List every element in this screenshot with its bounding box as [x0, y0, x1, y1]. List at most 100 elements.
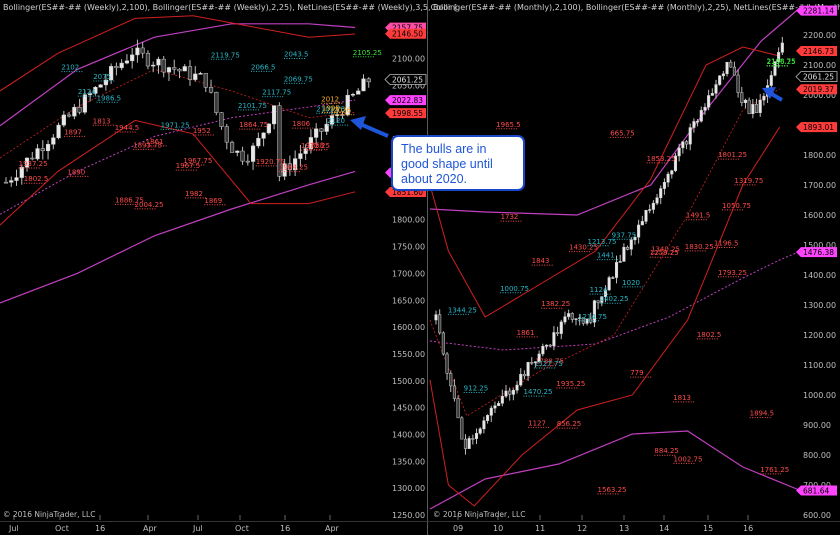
- candle: [500, 395, 504, 404]
- level-label: 2066.5: [251, 63, 276, 71]
- y-tick-label: 1800.00: [803, 151, 836, 160]
- candle: [256, 138, 261, 147]
- y-tick-label: 1700.00: [803, 181, 836, 190]
- price-tag-label: 2146.50: [392, 30, 423, 39]
- x-tick-label: 11: [535, 524, 545, 533]
- candle: [114, 66, 119, 69]
- candle: [56, 124, 61, 139]
- level-label: 2105.25: [353, 49, 382, 57]
- level-label: 1890: [67, 168, 85, 176]
- candle: [35, 148, 40, 160]
- candle: [596, 300, 600, 303]
- candle: [603, 289, 608, 297]
- candle: [356, 90, 361, 95]
- candle: [773, 61, 777, 76]
- level-label: 1868: [306, 141, 324, 149]
- candle: [699, 110, 703, 122]
- level-label: 1982: [185, 190, 203, 198]
- x-tick-label: 16: [95, 524, 105, 533]
- candle: [758, 99, 762, 113]
- candle: [751, 104, 755, 114]
- candle: [614, 262, 619, 278]
- candle: [182, 66, 187, 72]
- candle: [736, 74, 740, 93]
- candle: [366, 78, 371, 83]
- level-label: 937.75: [612, 231, 637, 239]
- candle: [533, 361, 538, 364]
- candle: [710, 93, 714, 96]
- candle: [329, 115, 335, 125]
- level-label: 2103.75: [316, 105, 345, 113]
- candle: [570, 313, 574, 320]
- x-tick-label: Apr: [325, 524, 340, 533]
- candle: [747, 99, 751, 114]
- bollinger-100-lower: [429, 430, 799, 510]
- candle: [655, 197, 659, 204]
- candle: [308, 137, 314, 149]
- level-label: 2102: [61, 64, 79, 72]
- candle: [177, 68, 182, 72]
- y-tick-label: 1200.00: [803, 331, 836, 340]
- y-tick-label: 1300.00: [392, 484, 425, 493]
- level-label: 1563.25: [598, 486, 627, 494]
- price-tag-label: 1476.38: [803, 248, 834, 257]
- level-label: 1861: [146, 138, 164, 146]
- price-tag: [385, 28, 426, 39]
- y-tick-label: 600.00: [803, 511, 831, 520]
- level-label: 1802.5: [697, 331, 722, 339]
- candle: [729, 61, 733, 68]
- bollinger-25-lower: [429, 126, 781, 507]
- candle: [489, 407, 493, 416]
- level-label: 2124: [78, 88, 96, 96]
- level-label: 1793.25: [718, 269, 747, 277]
- candle: [640, 221, 644, 226]
- level-label: 1470.25: [524, 388, 553, 396]
- candle: [224, 126, 229, 143]
- price-tag-label: 1893.01: [803, 123, 834, 132]
- price-tag-label: 2061.25: [803, 73, 834, 82]
- x-tick-label: Apr: [143, 524, 158, 533]
- candle: [732, 66, 736, 76]
- level-label: 856.25: [557, 420, 582, 428]
- candle: [452, 385, 456, 399]
- candle: [324, 123, 329, 132]
- candle: [651, 202, 655, 210]
- candle: [607, 277, 611, 291]
- candle: [493, 405, 497, 409]
- candle: [769, 75, 773, 86]
- y-tick-label: 1500.00: [392, 377, 425, 386]
- price-tag: [796, 45, 837, 56]
- candle: [552, 332, 556, 347]
- candle: [673, 155, 678, 171]
- candle: [696, 120, 700, 123]
- price-tag: [796, 84, 837, 95]
- candle: [166, 67, 172, 73]
- candle: [567, 313, 571, 317]
- candle: [14, 177, 19, 181]
- x-tick-label: 13: [619, 524, 629, 533]
- candle: [482, 420, 486, 430]
- level-label: 1788.75: [535, 358, 564, 366]
- y-tick-label: 1650.00: [392, 296, 425, 305]
- candle: [272, 105, 277, 125]
- candle: [707, 95, 711, 108]
- level-label: 1995: [322, 105, 340, 113]
- candle: [161, 58, 166, 73]
- candle: [193, 73, 198, 80]
- monthly-copyright: © 2016 NinjaTrader, LLC: [433, 510, 525, 519]
- y-tick-label: 1350.00: [392, 457, 425, 466]
- candle: [629, 239, 633, 250]
- y-tick-label: 1600.00: [392, 323, 425, 332]
- candle: [777, 52, 781, 63]
- candle: [511, 389, 515, 395]
- level-label: 1127: [528, 419, 546, 427]
- candle: [445, 353, 449, 374]
- candle: [293, 158, 298, 171]
- y-tick-label: 1600.00: [803, 211, 836, 220]
- level-label: 2004.25: [135, 201, 164, 209]
- candle: [611, 277, 615, 279]
- level-label: 1813: [93, 117, 111, 125]
- level-label: 1196.5: [714, 239, 739, 247]
- level-label: 1971.25: [161, 121, 190, 129]
